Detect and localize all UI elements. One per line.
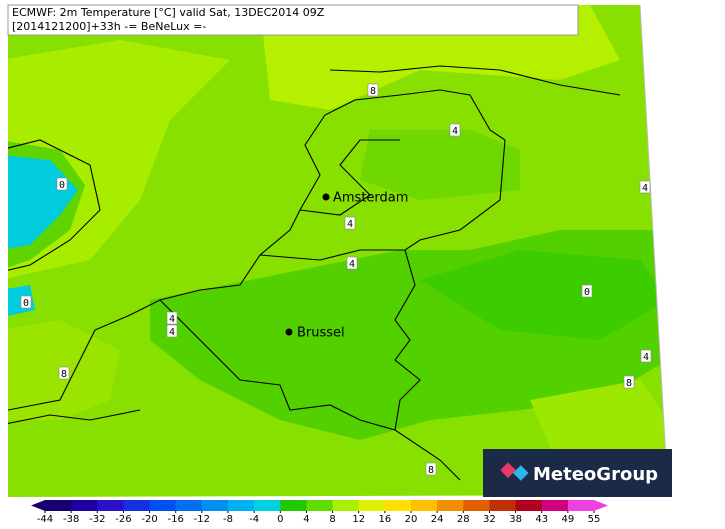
colorbar-segment (437, 500, 464, 511)
city-dot (322, 193, 330, 201)
contour-label-box (346, 256, 358, 270)
contour-label: 4 (452, 126, 458, 137)
contour-label: 4 (349, 259, 355, 270)
contour-label-box (166, 311, 178, 325)
colorbar-tick-label: 20 (405, 514, 418, 525)
city-label: Brussel (297, 326, 345, 341)
contour-label: 8 (626, 378, 632, 389)
contour-label-box (166, 324, 178, 338)
colorbar-tick-label: 43 (535, 514, 548, 525)
colorbar-tick-label: 4 (303, 514, 309, 525)
contour-label-box (640, 349, 652, 363)
contour-label-box (581, 284, 593, 298)
colorbar-tick-label: 55 (588, 514, 601, 525)
contour-label: 4 (642, 183, 648, 194)
contour-label: 4 (169, 314, 175, 325)
colorbar-tick-label: 8 (329, 514, 335, 525)
colorbar-arrow (594, 500, 608, 511)
colorbar-segment (71, 500, 98, 511)
colorbar-segment (97, 500, 124, 511)
contour-label-box (344, 216, 356, 230)
colorbar-segment (463, 500, 490, 511)
colorbar-tick-label: -20 (141, 514, 157, 525)
colorbar-segment (280, 500, 307, 511)
colorbar-tick-label: 0 (277, 514, 283, 525)
colorbar-segment (567, 500, 595, 511)
colorbar-tick-label: 38 (509, 514, 522, 525)
contour-label: 0 (584, 287, 590, 298)
colorbar-tick-label: 16 (378, 514, 391, 525)
colorbar-segment (489, 500, 517, 511)
colorbar-tick-label: -12 (194, 514, 210, 525)
colorbar-segment (175, 500, 203, 511)
colorbar-segment (149, 500, 177, 511)
colorbar-segment (515, 500, 543, 511)
colorbar-segment (123, 500, 151, 511)
colorbar-tick-label: -38 (63, 514, 79, 525)
colorbar-segment (306, 500, 334, 511)
header-line: ECMWF: 2m Temperature [°C] valid Sat, 13… (12, 6, 325, 19)
colorbar-tick-label: -4 (249, 514, 259, 525)
colorbar-segment (541, 500, 569, 511)
contour-label: 4 (169, 327, 175, 338)
header-line: [2014121200]+33h -= BeNeLux =- (12, 20, 206, 33)
contour-label-box (367, 83, 379, 97)
colorbar-tick-label: -32 (89, 514, 105, 525)
contour-label: 8 (61, 369, 67, 380)
contour-label: 8 (428, 465, 434, 476)
colorbar-segment (384, 500, 412, 511)
colorbar-segment (254, 500, 281, 511)
logo-text: MeteoGroup (533, 464, 658, 485)
city-dot (285, 328, 293, 336)
city-label: Amsterdam (333, 191, 408, 206)
contour-label-box (623, 375, 635, 389)
colorbar-tick-label: -16 (168, 514, 184, 525)
contour-label: 0 (59, 180, 65, 191)
colorbar-tick-label: 49 (561, 514, 574, 525)
colorbar-tick-label: 12 (352, 514, 365, 525)
contour-label: 0 (23, 298, 29, 309)
contour-label-box (425, 462, 437, 476)
contour-label-box (639, 180, 651, 194)
contour-label: 4 (347, 219, 353, 230)
colorbar-tick-label: -8 (223, 514, 233, 525)
colorbar-tick-label: 24 (431, 514, 444, 525)
contour-label: 8 (370, 86, 376, 97)
colorbar-segment (358, 500, 386, 511)
contour-label-box (449, 123, 461, 137)
colorbar-tick-label: 32 (483, 514, 496, 525)
colorbar-tick-label: 28 (457, 514, 470, 525)
colorbar-segment (45, 500, 72, 511)
contour-label-box (56, 177, 68, 191)
colorbar-segment (201, 500, 229, 511)
header-box (7, 4, 579, 36)
colorbar-arrow (31, 500, 45, 511)
contour-label: 4 (643, 352, 649, 363)
contour-label-box (58, 366, 70, 380)
contour-label-box (20, 295, 32, 309)
colorbar-segment (332, 500, 360, 511)
colorbar-tick-label: -44 (37, 514, 53, 525)
colorbar-tick-label: -26 (115, 514, 131, 525)
colorbar-segment (228, 500, 255, 511)
colorbar-segment (411, 500, 438, 511)
